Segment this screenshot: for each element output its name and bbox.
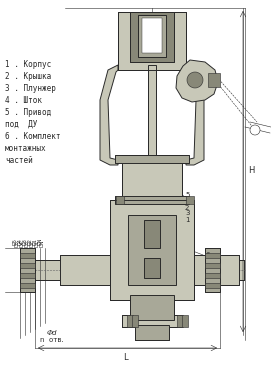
Text: D2: D2 <box>30 240 34 247</box>
Bar <box>205 253 220 258</box>
Bar <box>205 263 220 268</box>
Text: частей: частей <box>5 156 33 165</box>
Text: 2 . Крышка: 2 . Крышка <box>5 72 51 81</box>
Bar <box>130 295 174 320</box>
Text: 6 . Комплект: 6 . Комплект <box>5 132 60 141</box>
Polygon shape <box>186 65 204 165</box>
Bar <box>115 155 189 163</box>
Bar <box>20 273 35 278</box>
Text: монтажных: монтажных <box>5 144 47 153</box>
Text: H: H <box>248 166 254 175</box>
Bar <box>148 65 156 185</box>
Text: D1: D1 <box>34 240 40 247</box>
Bar <box>130 12 174 62</box>
Bar <box>20 253 35 258</box>
Polygon shape <box>100 65 118 165</box>
Bar <box>122 315 182 327</box>
Text: D4: D4 <box>18 238 22 245</box>
Bar <box>116 196 124 204</box>
Text: Фd: Фd <box>47 330 57 336</box>
Text: 3 . Плунжер: 3 . Плунжер <box>5 84 56 93</box>
Text: 4 . Шток: 4 . Шток <box>5 96 42 105</box>
Bar <box>205 248 220 292</box>
Bar <box>20 248 35 292</box>
Bar <box>138 15 166 57</box>
Text: D3: D3 <box>24 240 30 247</box>
Text: 6: 6 <box>205 252 209 258</box>
Text: D1: D1 <box>33 238 37 245</box>
Bar <box>118 12 186 70</box>
Bar <box>110 200 194 300</box>
Bar <box>205 248 220 292</box>
Bar <box>115 196 189 204</box>
Bar <box>184 255 239 285</box>
Bar <box>194 260 244 280</box>
Text: L: L <box>123 353 127 362</box>
Bar <box>186 196 194 204</box>
Bar <box>118 12 186 70</box>
Circle shape <box>250 125 260 135</box>
Text: D5: D5 <box>12 238 18 245</box>
Bar <box>184 255 239 285</box>
Bar <box>208 73 220 87</box>
Text: D4: D4 <box>20 240 24 247</box>
Bar <box>144 220 160 248</box>
Bar <box>20 263 35 268</box>
Bar <box>115 196 189 204</box>
Bar <box>130 295 174 320</box>
Bar <box>60 255 120 285</box>
Bar <box>135 325 169 340</box>
Bar <box>132 315 138 327</box>
Text: D5: D5 <box>15 240 20 247</box>
Polygon shape <box>176 60 218 102</box>
Text: D2: D2 <box>27 238 33 245</box>
Bar <box>205 273 220 278</box>
Text: 4: 4 <box>185 197 189 203</box>
Bar <box>130 12 174 62</box>
Bar <box>20 283 35 288</box>
Bar <box>110 200 194 300</box>
Text: 1: 1 <box>185 217 189 223</box>
Text: n  отв.: n отв. <box>40 337 64 343</box>
Text: 5 . Привод: 5 . Привод <box>5 108 51 117</box>
Bar <box>115 155 189 163</box>
Text: под  ДУ: под ДУ <box>5 120 37 129</box>
Text: D3: D3 <box>22 238 27 245</box>
Bar <box>135 325 169 340</box>
Text: DN: DN <box>37 238 43 245</box>
Bar <box>142 18 162 53</box>
Bar <box>144 258 160 278</box>
Text: 5: 5 <box>185 192 189 198</box>
Text: 2: 2 <box>185 205 189 211</box>
Bar <box>122 155 182 200</box>
Bar <box>144 258 160 278</box>
Bar <box>128 215 176 285</box>
Circle shape <box>187 72 203 88</box>
Bar <box>122 315 182 327</box>
Text: 3: 3 <box>185 210 189 216</box>
Bar <box>20 260 115 280</box>
Bar <box>205 283 220 288</box>
Bar <box>20 248 35 292</box>
Bar <box>128 215 176 285</box>
Bar <box>60 255 120 285</box>
Bar <box>182 315 188 327</box>
Text: DN: DN <box>40 239 44 247</box>
Bar <box>177 315 183 327</box>
Text: 1 . Корпус: 1 . Корпус <box>5 60 51 69</box>
Bar <box>144 220 160 248</box>
Bar <box>127 315 133 327</box>
Bar <box>138 15 166 57</box>
Bar <box>122 155 182 200</box>
